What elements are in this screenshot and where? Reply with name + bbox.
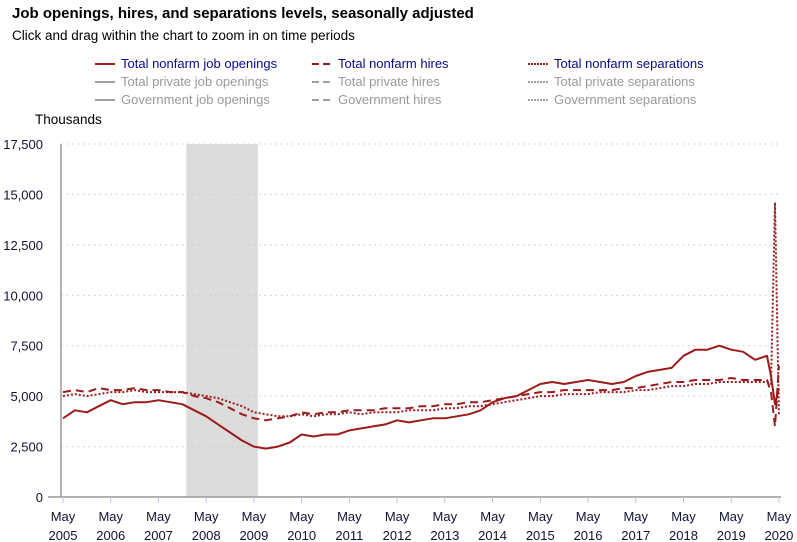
legend-label: Total private hires xyxy=(338,74,440,89)
y-tick-label: 0 xyxy=(36,490,43,505)
legend-item[interactable]: Total private job openings xyxy=(95,74,268,89)
x-tick-label-month: May xyxy=(528,509,553,524)
legend-label: Total private job openings xyxy=(121,74,269,89)
legend-line-dotted-icon xyxy=(528,62,548,65)
x-tick-label-month: May xyxy=(767,509,792,524)
legend-label: Government hires xyxy=(338,92,442,107)
x-tick-label-month: May xyxy=(146,509,171,524)
x-tick-label-year: 2009 xyxy=(239,528,268,542)
x-tick-label-year: 2017 xyxy=(621,528,650,542)
x-tick-label-month: May xyxy=(480,509,505,524)
y-tick-label: 12,500 xyxy=(3,238,43,253)
legend-label: Government separations xyxy=(554,92,697,107)
x-tick-label-year: 2019 xyxy=(717,528,746,542)
legend-line-dotted-icon xyxy=(528,98,548,101)
y-tick-label: 10,000 xyxy=(3,288,43,303)
legend-item[interactable]: Total private hires xyxy=(312,74,440,89)
legend-label: Total private separations xyxy=(554,74,695,89)
x-tick-label-month: May xyxy=(194,509,219,524)
x-tick-label-month: May xyxy=(433,509,458,524)
x-tick-label-month: May xyxy=(337,509,362,524)
x-tick-label-month: May xyxy=(289,509,314,524)
legend-line-solid-icon xyxy=(95,62,115,65)
x-tick-label-year: 2005 xyxy=(49,528,78,542)
x-tick-label-month: May xyxy=(671,509,696,524)
legend-item[interactable]: Government hires xyxy=(312,92,441,107)
y-tick-label: 15,000 xyxy=(3,187,43,202)
legend-item[interactable]: Total nonfarm separations xyxy=(528,56,704,71)
x-tick-label-month: May xyxy=(98,509,123,524)
recession-shading xyxy=(186,144,258,497)
x-tick-label-year: 2014 xyxy=(478,528,507,542)
legend-item[interactable]: Government separations xyxy=(528,92,696,107)
x-tick-label-year: 2007 xyxy=(144,528,173,542)
legend-label: Total nonfarm job openings xyxy=(121,56,278,71)
legend-item[interactable]: Total private separations xyxy=(528,74,695,89)
x-tick-label-year: 2016 xyxy=(574,528,603,542)
x-tick-label-month: May xyxy=(242,509,267,524)
legend-label: Total nonfarm hires xyxy=(338,56,449,71)
legend-line-dashed-icon xyxy=(312,62,332,65)
y-tick-label: 5,000 xyxy=(10,389,43,404)
y-tick-label: 2,500 xyxy=(10,440,43,455)
series-line-dashed xyxy=(62,365,780,428)
legend-line-solid-icon xyxy=(95,98,115,101)
x-tick-label-month: May xyxy=(719,509,744,524)
legend-label: Total nonfarm separations xyxy=(554,56,704,71)
legend-label: Government job openings xyxy=(121,92,270,107)
x-tick-label-year: 2012 xyxy=(383,528,412,542)
series-line-solid xyxy=(62,344,780,450)
x-tick-label-year: 2008 xyxy=(192,528,221,542)
x-tick-label-month: May xyxy=(576,509,601,524)
x-tick-label-month: May xyxy=(623,509,648,524)
legend-item[interactable]: Total nonfarm hires xyxy=(312,56,449,71)
chart-subtitle: Click and drag within the chart to zoom … xyxy=(12,28,355,43)
legend-line-dashed-icon xyxy=(312,80,332,83)
series-line-dotted xyxy=(62,201,780,418)
x-tick-label-year: 2018 xyxy=(669,528,698,542)
x-tick-label-year: 2011 xyxy=(335,528,363,542)
chart-title: Job openings, hires, and separations lev… xyxy=(12,5,474,22)
x-tick-label-year: 2015 xyxy=(526,528,555,542)
x-tick-label-year: 2013 xyxy=(430,528,459,542)
x-tick-label-month: May xyxy=(385,509,410,524)
x-tick-label-year: 2020 xyxy=(764,528,793,542)
x-tick-label-year: 2010 xyxy=(287,528,316,542)
x-tick-label-year: 2006 xyxy=(96,528,125,542)
legend-line-dotted-icon xyxy=(528,80,548,83)
legend-line-solid-icon xyxy=(95,80,115,83)
y-tick-label: 7,500 xyxy=(10,339,43,354)
x-tick-label-month: May xyxy=(51,509,76,524)
y-tick-label: 17,500 xyxy=(3,137,43,152)
legend-item[interactable]: Total nonfarm job openings xyxy=(95,56,277,71)
legend-item[interactable]: Government job openings xyxy=(95,92,270,107)
y-axis-label: Thousands xyxy=(35,112,102,127)
legend-line-dashed-icon xyxy=(312,98,332,101)
